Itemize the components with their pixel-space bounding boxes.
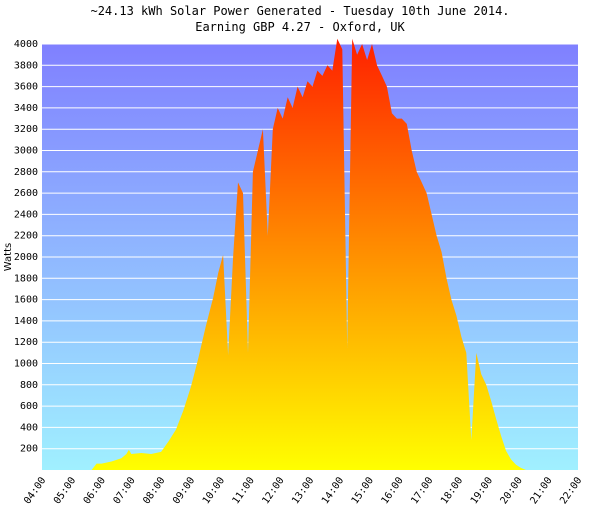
y-tick-label: 1400 bbox=[14, 316, 38, 327]
y-axis-label: Watts bbox=[3, 243, 14, 271]
y-axis-ticks: 200 400 600 800 1000 1200 1400 1600 1800 2000 2200… bbox=[14, 39, 38, 455]
x-tick-label: 14:00 bbox=[320, 475, 346, 506]
data-point bbox=[352, 38, 353, 39]
chart-title: ~24.13 kWh Solar Power Generated - Tuesd… bbox=[90, 4, 509, 18]
y-tick-label: 1800 bbox=[14, 273, 38, 284]
y-tick-label: 3400 bbox=[14, 103, 38, 114]
x-tick-label: 05:00 bbox=[52, 475, 78, 506]
y-tick-label: 1000 bbox=[14, 359, 38, 370]
x-tick-label: 07:00 bbox=[112, 475, 138, 506]
x-tick-label: 09:00 bbox=[171, 475, 197, 506]
x-tick-label: 22:00 bbox=[558, 475, 584, 506]
x-tick-label: 12:00 bbox=[260, 475, 286, 506]
x-tick-label: 08:00 bbox=[141, 475, 167, 506]
x-tick-label: 15:00 bbox=[350, 475, 376, 506]
x-tick-label: 19:00 bbox=[469, 475, 495, 506]
y-tick-label: 600 bbox=[20, 401, 38, 412]
x-tick-label: 17:00 bbox=[409, 475, 435, 506]
y-tick-label: 2400 bbox=[14, 209, 38, 220]
x-tick-label: 20:00 bbox=[499, 475, 525, 506]
y-tick-label: 1600 bbox=[14, 295, 38, 306]
y-tick-label: 3800 bbox=[14, 60, 38, 71]
x-tick-label: 04:00 bbox=[22, 475, 48, 506]
x-tick-label: 11:00 bbox=[231, 475, 257, 506]
x-tick-label: 13:00 bbox=[290, 475, 316, 506]
y-tick-label: 2600 bbox=[14, 188, 38, 199]
y-tick-label: 2000 bbox=[14, 252, 38, 263]
x-tick-label: 21:00 bbox=[528, 475, 554, 506]
series-area bbox=[91, 38, 561, 470]
x-tick-label: 16:00 bbox=[380, 475, 406, 506]
x-tick-label: 06:00 bbox=[82, 475, 108, 506]
x-tick-label: 18:00 bbox=[439, 475, 465, 506]
chart-subtitle: Earning GBP 4.27 - Oxford, UK bbox=[195, 20, 405, 34]
y-tick-label: 800 bbox=[20, 380, 38, 391]
y-tick-label: 3200 bbox=[14, 124, 38, 135]
y-tick-label: 1200 bbox=[14, 337, 38, 348]
y-tick-label: 200 bbox=[20, 444, 38, 455]
y-tick-label: 2200 bbox=[14, 231, 38, 242]
y-tick-label: 4000 bbox=[14, 39, 38, 50]
y-tick-label: 3000 bbox=[14, 146, 38, 157]
y-tick-label: 3600 bbox=[14, 82, 38, 93]
y-tick-label: 400 bbox=[20, 422, 38, 433]
x-axis-ticks: 04:00 05:00 06:00 07:00 08:00 09:00 10:00 11:00… bbox=[22, 475, 584, 506]
x-tick-label: 10:00 bbox=[201, 475, 227, 506]
y-tick-label: 2800 bbox=[14, 167, 38, 178]
